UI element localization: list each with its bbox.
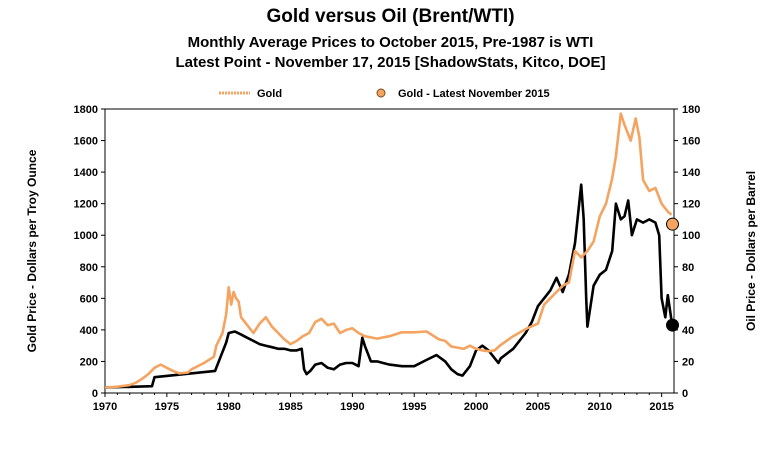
y-right-tick-label: 80: [682, 262, 694, 274]
y-right-tick-label: 100: [682, 230, 700, 242]
y-axis-label-left: Gold Price - Dollars per Troy Ounce: [25, 149, 39, 352]
legend: Gold Gold - Latest November 2015: [219, 88, 550, 100]
chart-title: Gold versus Oil (Brent/WTI): [266, 6, 515, 27]
latest-points: [666, 217, 680, 332]
legend-latest-label: Gold - Latest November 2015: [398, 88, 550, 100]
x-tick-label: 1970: [93, 401, 117, 413]
y-left-tick-label: 200: [80, 356, 98, 368]
y-axis-label-right: Oil Price - Dollars per Barrel: [744, 171, 758, 331]
y-left-tick-label: 0: [92, 388, 98, 400]
y-right-tick-label: 180: [682, 104, 700, 116]
x-tick-label: 1980: [216, 401, 240, 413]
y-right-tick-label: 40: [682, 325, 694, 337]
latest-oil-point: [666, 318, 680, 332]
gold-series-line: [104, 112, 673, 389]
x-tick-label: 1985: [278, 401, 302, 413]
x-tick-label: 1975: [155, 401, 179, 413]
latest-gold-point: [666, 217, 680, 231]
y-right-tick-label: 0: [682, 388, 688, 400]
y-right-tick-label: 160: [682, 136, 700, 148]
oil-series-line: [104, 183, 673, 389]
chart-subtitle-1: Monthly Average Prices to October 2015, …: [187, 34, 594, 51]
x-tick-label: 1995: [402, 401, 426, 413]
y-left-tick-label: 1800: [74, 104, 98, 116]
series-layer: [104, 112, 673, 389]
y-left-tick-label: 1600: [74, 136, 98, 148]
y-left-tick-label: 1400: [74, 167, 98, 179]
y-right-tick-label: 60: [682, 293, 694, 305]
chart-subtitle-2: Latest Point - November 17, 2015 [Shadow…: [175, 54, 606, 71]
y-left-tick-label: 400: [80, 325, 98, 337]
y-left-tick-label: 600: [80, 293, 98, 305]
y-left-tick-label: 800: [80, 262, 98, 274]
x-tick-label: 2005: [526, 401, 550, 413]
y-right-tick-label: 140: [682, 167, 700, 179]
axes: 1970 1975 1980 1985 1990 1995 2000 2005 2010 2015…: [74, 104, 701, 413]
x-tick-label: 2000: [464, 401, 488, 413]
y-right-tick-label: 20: [682, 356, 694, 368]
legend-gold-label: Gold: [257, 88, 282, 100]
x-tick-label: 1990: [340, 401, 364, 413]
y-left-tick-label: 1000: [74, 230, 98, 242]
y-right-tick-label: 120: [682, 199, 700, 211]
legend-latest-marker: [376, 88, 386, 98]
x-tick-label: 2015: [649, 401, 673, 413]
y-left-tick-label: 1200: [74, 199, 98, 211]
x-tick-label: 2010: [588, 401, 612, 413]
